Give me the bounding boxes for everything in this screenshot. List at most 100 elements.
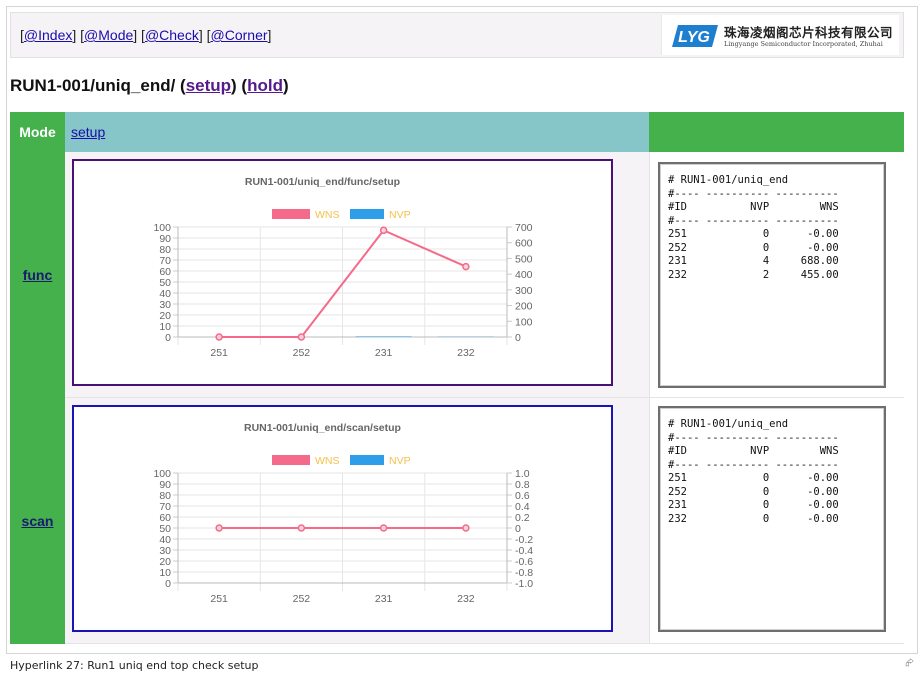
report-line: 251 0 -0.00 — [668, 472, 839, 484]
y-left-tick-label: 90 — [159, 479, 171, 491]
wns-point — [462, 262, 470, 271]
legend-label-nvp: NVP — [389, 209, 411, 221]
title-middle: ) ( — [231, 76, 248, 95]
report-header: #ID NVP WNS — [668, 201, 839, 213]
report-title: # RUN1-001/uniq_end — [668, 174, 789, 186]
nav-link-mode[interactable]: @Mode — [84, 27, 134, 43]
x-tick-label: 251 — [210, 593, 228, 605]
x-tick-label: 231 — [375, 593, 393, 605]
y-left-tick-label: 20 — [159, 310, 171, 322]
logo-name-en: Lingyange Semiconductor Incorporated, Zh… — [724, 40, 883, 48]
nav-bracket-close: ] [ — [198, 27, 211, 43]
mode-setup-link[interactable]: setup — [71, 124, 106, 140]
y-right-tick-label: 100 — [515, 316, 533, 328]
chart-title: RUN1-001/uniq_end/scan/setup — [244, 422, 401, 434]
legend-label-nvp: NVP — [389, 455, 411, 467]
report-textbox[interactable]: # RUN1-001/uniq_end #---- ---------- ---… — [658, 406, 886, 632]
wns-point — [297, 524, 306, 532]
row-link-func[interactable]: func — [22, 267, 53, 283]
y-right-tick-label: 0.4 — [515, 501, 530, 513]
report-line: 251 0 -0.00 — [668, 228, 839, 240]
nav-link-check[interactable]: @Check — [144, 27, 199, 43]
y-left-tick-label: 40 — [159, 534, 171, 546]
row-link-scan[interactable]: scan — [21, 513, 54, 529]
y-right-tick-label: 0.2 — [515, 512, 530, 524]
y-left-tick-label: 10 — [159, 567, 171, 579]
nav-bracket-close: ] [ — [72, 27, 85, 43]
logo-name-cn: 珠海凌烟阁芯片科技有限公司 — [724, 25, 894, 40]
report-separator: #---- ---------- ---------- — [668, 187, 839, 200]
nav-bracket-open: [ — [20, 27, 24, 43]
report-cell: # RUN1-001/uniq_end #---- ---------- ---… — [649, 152, 904, 398]
y-right-tick-label: 400 — [515, 269, 533, 281]
scan-setup-chart: RUN1-001/uniq_end/scan/setup WNS NVP 100 90 8… — [72, 405, 613, 632]
y-left-tick-label: 50 — [159, 523, 171, 535]
mode-header: Mode — [10, 112, 65, 152]
y-right-tick-label: 700 — [515, 222, 533, 234]
y-left-tick-label: 100 — [153, 468, 171, 480]
page-title: RUN1-001/uniq_end/ (setup) (hold) — [10, 76, 289, 96]
wns-point — [379, 524, 388, 532]
nav-bracket-close: ] — [267, 27, 272, 43]
y-left-tick-label: 40 — [159, 288, 171, 300]
y-left-tick-label: 80 — [159, 244, 171, 256]
y-left-tick-label: 60 — [159, 512, 171, 524]
legend-swatch-wns — [272, 209, 310, 219]
x-tick-label: 232 — [457, 347, 475, 359]
y-right-tick-label: 0.6 — [515, 490, 530, 502]
report-line: 232 0 -0.00 — [668, 512, 839, 525]
report-separator: #---- ---------- ---------- — [668, 458, 839, 471]
legend-label-wns: WNS — [315, 455, 340, 467]
expand-icon[interactable]: ⮳ — [905, 657, 914, 669]
y-left-tick-label: 70 — [159, 255, 171, 267]
y-left-tick-label: 100 — [153, 222, 171, 234]
legend-swatch-nvp — [350, 455, 384, 465]
legend-swatch-wns — [272, 455, 310, 465]
hold-link[interactable]: hold — [247, 76, 283, 95]
report-separator: #---- ---------- ---------- — [668, 214, 839, 227]
y-right-tick-label: 0 — [515, 332, 521, 344]
nvp-bar — [355, 336, 412, 337]
wns-series-line — [219, 229, 467, 338]
report-line: 232 2 455.00 — [668, 268, 839, 281]
report-line: 231 4 688.00 — [668, 255, 839, 267]
lyg-logo-icon: LYG — [672, 25, 718, 47]
row-label-cell: func — [10, 152, 65, 398]
company-logo: LYG 珠海凌烟阁芯片科技有限公司 Lingyange Semiconducto… — [661, 15, 899, 55]
legend-swatch-nvp — [350, 209, 384, 219]
y-right-tick-label: 1.0 — [515, 468, 530, 480]
row-label-cell: scan — [10, 398, 65, 644]
nav-link-index[interactable]: @Index — [23, 27, 73, 43]
x-tick-label: 231 — [375, 347, 393, 359]
table-row-scan: scan RUN1-001/uniq_end/scan/setup WNS NVP 1… — [10, 398, 904, 644]
title-prefix: RUN1-001/uniq_end/ ( — [10, 76, 186, 95]
legend-label-wns: WNS — [315, 209, 340, 221]
y-right-tick-label: 0.8 — [515, 479, 530, 491]
y-right-tick-label: 500 — [515, 253, 533, 265]
logo-mark-text: LYG — [678, 29, 710, 46]
chart-title: RUN1-001/uniq_end/func/setup — [245, 176, 400, 188]
wns-point — [462, 524, 470, 532]
report-header: #ID NVP WNS — [668, 445, 839, 457]
nav-links: [@Index] [@Mode] [@Check] [@Corner] — [20, 27, 271, 43]
setup-link[interactable]: setup — [185, 76, 232, 95]
y-right-tick-label: 0 — [515, 523, 521, 535]
y-right-tick-label: 300 — [515, 285, 533, 297]
y-left-tick-label: 30 — [159, 299, 171, 311]
y-left-tick-label: 90 — [159, 233, 171, 245]
report-line: 231 0 -0.00 — [668, 499, 839, 511]
report-line: 252 0 -0.00 — [668, 241, 839, 254]
figure-caption: Hyperlink 27: Run1 uniq end top check se… — [10, 659, 259, 672]
nav-link-corner[interactable]: @Corner — [210, 27, 268, 43]
y-left-tick-label: 60 — [159, 266, 171, 278]
y-left-tick-label: 30 — [159, 545, 171, 557]
y-right-tick-label: -0.6 — [515, 556, 533, 568]
header-right-cell — [649, 112, 904, 152]
y-left-tick-label: 0 — [165, 578, 171, 590]
y-right-tick-label: 200 — [515, 301, 533, 313]
report-textbox[interactable]: # RUN1-001/uniq_end #---- ---------- ---… — [658, 162, 886, 388]
func-setup-chart: RUN1-001/uniq_end/func/setup WNS NVP 100 90 8… — [72, 159, 613, 386]
report-separator: #---- ---------- ---------- — [668, 431, 839, 444]
